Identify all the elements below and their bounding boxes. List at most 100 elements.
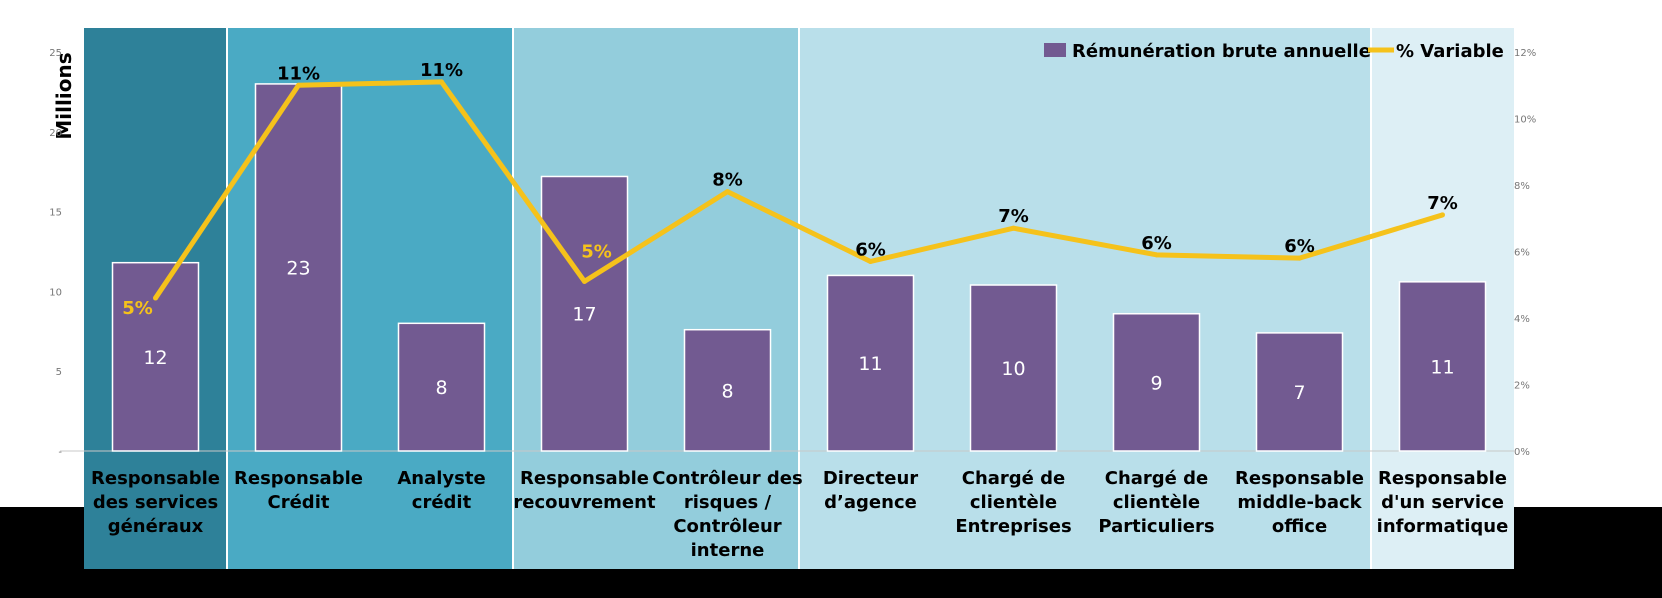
y-tick-label: 15 [49,208,62,219]
y-tick-label: 5 [56,367,62,378]
bar-value-label: 12 [143,347,167,369]
category-label: Chargé de clientèle Particuliers [1098,468,1214,537]
bar [826,274,915,452]
right-axis-ticks: 0% 2% 4% 6% 8% 10% 12% [1514,48,1536,458]
bar [1112,312,1201,452]
y2-tick-label: 10% [1514,115,1536,126]
y-tick-label: - [58,447,62,458]
category-label-line: Chargé de [962,468,1066,489]
category-label: Responsable middle-back office [1235,468,1364,537]
category-label-line: Responsable [234,468,363,489]
line-value-label: 7% [998,206,1029,227]
category-label: Directeur d’agence [823,468,918,513]
category-label-line: risques / [684,492,772,513]
category-label-line: Responsable [1235,468,1364,489]
line-point [296,82,301,88]
line-value-label: 7% [1427,193,1458,214]
bar-value-label: 8 [721,380,733,402]
y2-tick-label: 2% [1514,381,1530,392]
category-label: Responsable d'un service informatique [1377,468,1509,537]
left-axis-ticks: - 5 10 15 20 25 [49,48,62,458]
line-series [153,79,1445,301]
bar-value-label: 9 [1150,372,1162,394]
category-label-line: clientèle [970,492,1057,513]
bar-value-label: 11 [858,353,882,375]
y2-tick-label: 12% [1514,48,1536,59]
bar [683,328,772,452]
category-label-line: Chargé de [1105,468,1209,489]
legend: Rémunération brute annuelle % Variable [1044,41,1504,62]
y2-tick-label: 6% [1514,248,1530,259]
category-label-line: Responsable [520,468,649,489]
line-point [868,258,873,264]
bar [397,322,486,452]
category-label: Contrôleur des risques / Contrôleur interne [652,468,802,561]
category-label-line: Particuliers [1098,516,1214,537]
bar [1398,281,1487,452]
category-label-line: interne [691,540,765,561]
group-dividers [226,28,1372,569]
line-path [153,79,1444,300]
line-point [725,189,730,195]
category-label-line: Entreprises [955,516,1071,537]
category-label: Responsable recouvrement [513,468,656,513]
bar-value-label: 10 [1001,358,1025,380]
line-value-label: 5% [581,241,612,262]
category-label: Responsable des services généraux [91,468,220,537]
category-label-line: Responsable [91,468,220,489]
category-label: Responsable Crédit [234,468,363,513]
line-point [1011,225,1016,231]
bar-value-label: 23 [286,257,310,279]
y-tick-label: 25 [49,48,62,59]
category-label-line: d’agence [824,492,917,513]
line-point [153,295,158,301]
category-label-line: des services [93,492,218,513]
bar-value-label: 11 [1430,356,1454,378]
bar [254,83,343,452]
line-point [1440,212,1445,218]
line-value-label: 6% [1141,233,1172,254]
bar-value-label: 8 [435,377,447,399]
line-point [439,79,444,85]
line-value-labels: 5% 11% 11% 5% 8% 6% 7% 6% 6% 7% [122,60,1458,319]
line-point [1154,252,1159,258]
category-label-line: crédit [412,492,472,513]
category-labels: Responsable des services générauxResponsab… [91,468,1508,561]
category-label-line: d'un service [1381,492,1504,513]
y-axis-title: Millions [52,52,76,139]
line-value-label: 8% [712,170,743,191]
line-value-label: 11% [277,63,320,84]
line-point [1297,255,1302,261]
y2-tick-label: 0% [1514,447,1530,458]
legend-bar-label: Rémunération brute annuelle [1072,41,1371,62]
line-value-label: 6% [855,239,886,260]
bar-series [111,83,1487,452]
category-label-line: généraux [108,516,204,537]
y-tick-label: 10 [49,287,62,298]
category-label-line: recouvrement [513,492,656,513]
line-point [582,278,587,284]
line-value-label: 11% [420,60,463,81]
line-value-label: 6% [1284,236,1315,257]
y-tick-label: 20 [49,128,62,139]
category-label-line: Contrôleur des [652,468,802,489]
category-label-line: Analyste [397,468,485,489]
category-label-line: clientèle [1113,492,1200,513]
bar [540,175,629,452]
category-label-line: informatique [1377,516,1509,537]
bar [1255,332,1344,452]
y2-tick-label: 4% [1514,314,1530,325]
category-label-line: Contrôleur [673,516,781,537]
category-label: Analyste crédit [397,468,485,513]
category-label-line: Crédit [268,492,330,513]
bar-value-label: 17 [572,304,596,326]
category-label-line: Directeur [823,468,918,489]
bar [969,284,1058,452]
category-label-line: office [1272,516,1327,537]
bar-value-labels: 12 23 8 17 8 11 10 9 7 11 [143,257,1454,403]
legend-line-label: % Variable [1396,41,1504,62]
line-value-label: 5% [122,298,153,319]
category-label: Chargé de clientèle Entreprises [955,468,1071,537]
category-label-line: middle-back [1237,492,1362,513]
